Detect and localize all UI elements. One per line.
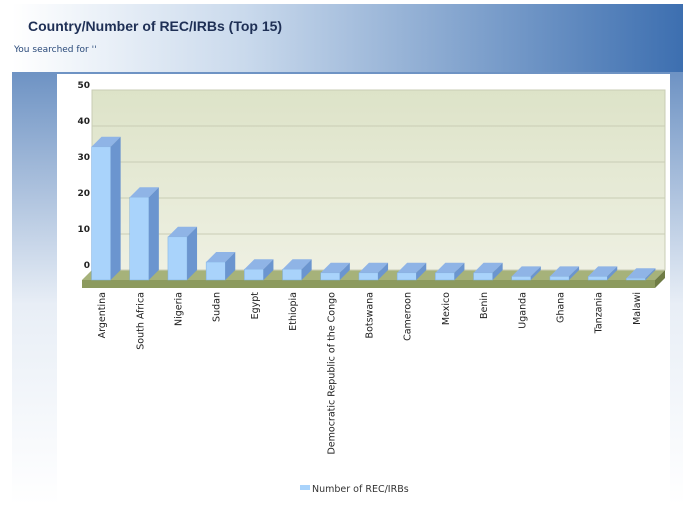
bar-top — [282, 259, 312, 270]
x-tick-label: Ghana — [556, 292, 567, 323]
header — [12, 4, 683, 72]
x-tick-label: Democratic Republic of the Congo — [326, 292, 337, 455]
y-tick-label: 10 — [77, 225, 90, 235]
bar — [205, 261, 226, 281]
bar-top — [588, 266, 618, 277]
bar-side — [607, 266, 618, 280]
bar — [549, 276, 570, 281]
x-tick-label: Botswana — [365, 292, 376, 338]
bar — [435, 272, 455, 281]
bar-top — [167, 226, 198, 237]
bar-top — [549, 266, 580, 277]
x-tick-label: Cameroon — [403, 292, 414, 341]
bar — [396, 272, 417, 281]
bar-side — [187, 226, 198, 280]
y-tick-label: 0 — [84, 261, 90, 271]
bar-side — [378, 262, 389, 280]
x-tick-label: Argentina — [97, 292, 108, 338]
y-tick-label: 20 — [77, 189, 90, 199]
legend-swatch — [300, 485, 310, 490]
y-tick-label: 30 — [77, 153, 90, 163]
bar-top — [397, 262, 427, 273]
bar — [626, 277, 646, 281]
bar-side — [339, 262, 350, 280]
bar-side — [416, 262, 427, 280]
x-tick-label: Nigeria — [174, 292, 185, 326]
x-tick-label: Ethiopia — [288, 292, 299, 331]
bar-side — [569, 266, 580, 280]
floor-side — [655, 270, 665, 288]
bar-side — [530, 266, 541, 280]
bar-side — [645, 268, 656, 280]
bar-top — [206, 252, 236, 262]
bar — [91, 146, 111, 281]
bar — [129, 196, 150, 281]
floor-front — [82, 280, 655, 288]
bar-top — [473, 262, 503, 273]
bar-top — [626, 268, 656, 279]
bar-top — [358, 262, 389, 273]
x-tick-label: Uganda — [517, 292, 528, 329]
title: Country/Number of REC/IRBs (Top 15) — [28, 18, 282, 34]
bar-side — [301, 259, 312, 280]
bar-side — [454, 262, 465, 280]
x-tick-label: Mexico — [441, 292, 452, 325]
bar — [511, 276, 532, 281]
bar-side — [225, 252, 236, 280]
bar — [244, 268, 264, 281]
y-tick-label: 50 — [77, 81, 90, 91]
bar-side — [492, 262, 503, 280]
bar — [358, 272, 379, 281]
bar-side — [148, 187, 159, 280]
bar — [473, 272, 493, 281]
legend-label: Number of REC/IRBs — [312, 484, 409, 495]
x-tick-label: Tanzania — [594, 292, 605, 334]
x-tick-label: Malawi — [632, 292, 643, 325]
subtitle: You searched for '' — [13, 45, 97, 55]
bar-top — [511, 266, 541, 277]
bar — [320, 272, 341, 281]
bar-top — [91, 136, 121, 147]
x-tick-label: Benin — [479, 292, 490, 319]
y-tick-label: 40 — [77, 117, 90, 127]
bar — [282, 268, 302, 281]
x-tick-label: Sudan — [212, 292, 223, 322]
bar-side — [263, 259, 274, 280]
bar-top — [129, 187, 159, 198]
bar-top — [320, 262, 350, 273]
bar — [587, 276, 608, 281]
bar-top — [244, 259, 274, 270]
x-tick-label: Egypt — [250, 292, 261, 320]
bar-side — [110, 136, 121, 280]
bar — [167, 236, 188, 281]
bar-top — [435, 262, 465, 273]
x-tick-label: South Africa — [135, 292, 146, 350]
